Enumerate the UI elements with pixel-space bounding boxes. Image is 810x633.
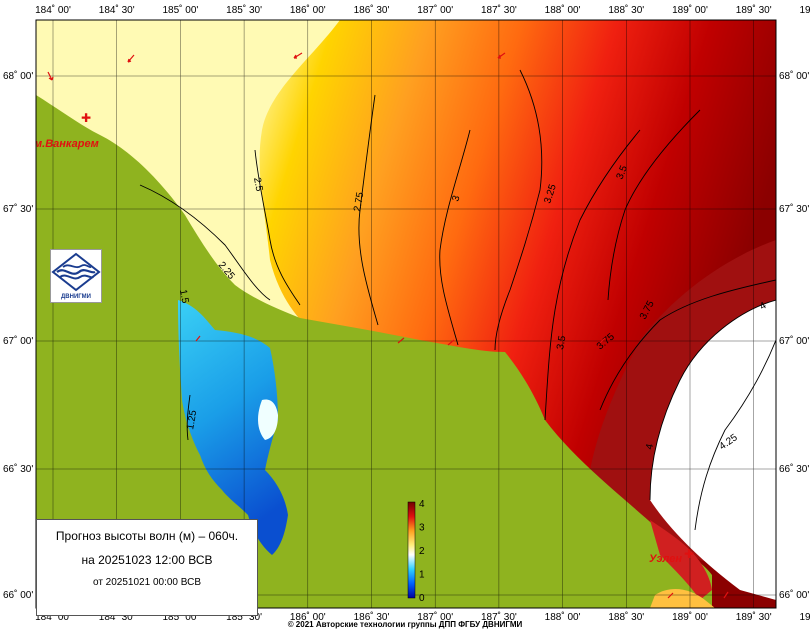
contour-label: 1.25 xyxy=(185,409,199,431)
legend-bar xyxy=(407,501,416,599)
forecast-info-box: Прогноз высоты волн (м) – 060ч. на 20251… xyxy=(36,519,258,616)
x-tick-label: 185˚ 00' xyxy=(162,4,198,16)
forecast-title: Прогноз высоты волн (м) – 060ч. xyxy=(55,529,239,543)
y-tick-label: 67˚ 00' xyxy=(779,335,809,347)
uelen-sea xyxy=(650,520,712,600)
x-tick-label: 189˚ 30' xyxy=(736,4,772,16)
x-tick-label: 188˚ 00' xyxy=(545,4,581,16)
grid xyxy=(36,20,776,608)
vankarem-marker: ✚ xyxy=(81,111,91,125)
legend-tick-label: 0 xyxy=(419,593,425,604)
x-tick-label: 186˚ 30' xyxy=(354,4,390,16)
white-region xyxy=(650,300,776,600)
place-vankarem: м.Ванкарем xyxy=(34,138,99,150)
contour-label: 3 xyxy=(450,194,462,203)
logo-emblem xyxy=(51,252,101,292)
copyright-text: © 2021 Авторские технологии группы ДПП Ф… xyxy=(287,620,523,629)
x-tick-label: 187˚ 00' xyxy=(417,611,453,623)
y-tick-label: 68˚ 00' xyxy=(3,70,33,82)
contour-label: 1.5 xyxy=(177,289,190,305)
y-tick-label: 66˚ 30' xyxy=(3,463,33,475)
y-tick-label: 66˚ 00' xyxy=(779,589,809,601)
x-tick-label: 190˚ 00' xyxy=(799,611,810,623)
uelen-marker: ✚ xyxy=(684,547,694,561)
x-tick-label: 189˚ 30' xyxy=(736,611,772,623)
x-tick-label: 189˚ 00' xyxy=(672,611,708,623)
contour-label: 2.75 xyxy=(352,191,366,213)
legend-tick-label: 3 xyxy=(419,523,425,534)
contour-label: 4 xyxy=(644,442,656,450)
lagoon-white xyxy=(258,399,278,440)
wave-direction-arrows xyxy=(47,52,729,599)
place-uelen: Уэлен xyxy=(649,553,682,565)
y-tick-label: 67˚ 30' xyxy=(3,203,33,215)
lagoon xyxy=(178,300,288,555)
x-tick-label: 187˚ 00' xyxy=(417,4,453,16)
contour-lines xyxy=(139,69,776,531)
map-frame xyxy=(35,19,777,609)
x-tick-label: 187˚ 30' xyxy=(481,4,517,16)
x-tick-label: 190˚ 00' xyxy=(799,4,810,16)
contour-label: 3.5 xyxy=(615,164,631,181)
y-tick-label: 66˚ 00' xyxy=(3,589,33,601)
y-tick-labels-right: 68˚ 00' 67˚ 30' 67˚ 00' 66˚ 30' 66˚ 00' xyxy=(779,70,809,601)
dvnigmi-logo: ДВНИГМИ xyxy=(50,249,102,303)
color-legend: 4 3 2 1 0 xyxy=(407,499,425,604)
legend-tick-label: 2 xyxy=(419,546,425,557)
x-tick-label: 188˚ 30' xyxy=(608,4,644,16)
x-tick-label: 184˚ 00' xyxy=(35,4,71,16)
y-tick-label: 67˚ 00' xyxy=(3,335,33,347)
x-tick-label: 189˚ 00' xyxy=(672,4,708,16)
logo-caption: ДВНИГМИ xyxy=(61,294,91,300)
x-tick-label: 185˚ 30' xyxy=(226,4,262,16)
forecast-issue-time: от 20251021 00:00 ВСВ xyxy=(92,577,201,588)
legend-tick-label: 1 xyxy=(419,570,425,581)
y-tick-label: 68˚ 00' xyxy=(779,70,809,82)
x-tick-label: 186˚ 00' xyxy=(290,611,326,623)
land-chukotka xyxy=(36,95,712,608)
x-tick-label: 188˚ 00' xyxy=(545,611,581,623)
bering-strait-sea xyxy=(650,588,715,608)
x-tick-labels-top: 184˚ 00' 184˚ 30' 185˚ 00' 185˚ 30' 186˚ 00'… xyxy=(35,4,810,16)
contour-label: 3.5 xyxy=(555,334,568,350)
legend-tick-label: 4 xyxy=(419,499,425,510)
contour-label: 4 xyxy=(758,300,769,313)
x-tick-label: 186˚ 00' xyxy=(290,4,326,16)
x-tick-label: 184˚ 30' xyxy=(99,4,135,16)
y-tick-label: 66˚ 30' xyxy=(779,463,809,475)
contour-label: 2.5 xyxy=(251,177,264,193)
x-tick-label: 186˚ 30' xyxy=(354,611,390,623)
x-tick-label: 188˚ 30' xyxy=(608,611,644,623)
x-tick-label: 187˚ 30' xyxy=(481,611,517,623)
y-tick-label: 67˚ 30' xyxy=(779,203,809,215)
forecast-valid-time: на 20251023 12:00 ВСВ xyxy=(81,553,213,567)
y-tick-labels-left: 68˚ 00' 67˚ 30' 67˚ 00' 66˚ 30' 66˚ 00' xyxy=(3,70,33,601)
